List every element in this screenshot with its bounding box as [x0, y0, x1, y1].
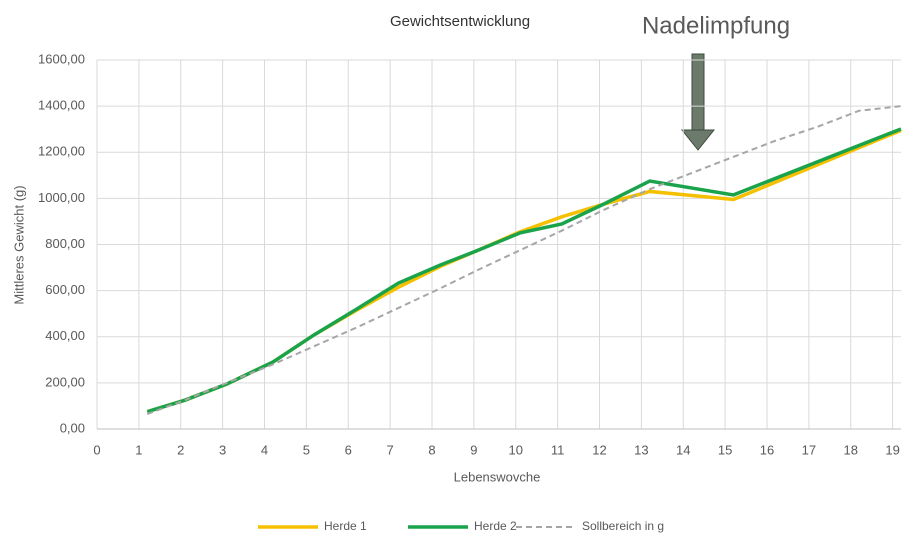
x-tick-label: 6	[345, 442, 352, 457]
y-tick-label: 200,00	[45, 374, 85, 389]
x-tick-label: 10	[509, 442, 523, 457]
y-tick-label: 1000,00	[38, 190, 85, 205]
x-tick-label: 5	[303, 442, 310, 457]
y-tick-label: 1400,00	[38, 98, 85, 113]
y-tick-label: 600,00	[45, 282, 85, 297]
y-tick-label: 400,00	[45, 328, 85, 343]
x-tick-label: 15	[718, 442, 732, 457]
x-tick-label: 13	[634, 442, 648, 457]
x-tick-label: 11	[551, 442, 565, 457]
x-tick-label: 19	[885, 442, 899, 457]
x-tick-label: 8	[428, 442, 435, 457]
legend-label: Herde 2	[474, 519, 517, 533]
y-tick-label: 1600,00	[38, 51, 85, 66]
x-tick-label: 3	[219, 442, 226, 457]
x-tick-label: 14	[676, 442, 690, 457]
x-tick-label: 1	[135, 442, 142, 457]
y-tick-label: 800,00	[45, 236, 85, 251]
x-tick-label: 17	[802, 442, 816, 457]
x-tick-label: 18	[844, 442, 858, 457]
arrow	[680, 53, 716, 151]
chart-title: Gewichtsentwicklung	[390, 13, 530, 30]
legend-label: Herde 1	[324, 519, 367, 533]
y-tick-label: 1200,00	[38, 144, 85, 159]
x-tick-label: 4	[261, 442, 268, 457]
annotation: Nadelimpfung	[642, 12, 790, 39]
x-tick-label: 12	[592, 442, 606, 457]
x-axis-label: Lebenswovche	[454, 469, 541, 484]
x-tick-label: 9	[470, 442, 477, 457]
x-tick-label: 2	[177, 442, 184, 457]
legend-label: Sollbereich in g	[582, 519, 664, 533]
x-tick-label: 16	[760, 442, 774, 457]
line	[146, 105, 902, 415]
y-tick-label: 0,00	[60, 420, 85, 435]
x-tick-label: 0	[93, 442, 100, 457]
y-axis-label: Mittleres Gewicht (g)	[11, 185, 26, 304]
x-tick-label: 7	[387, 442, 394, 457]
